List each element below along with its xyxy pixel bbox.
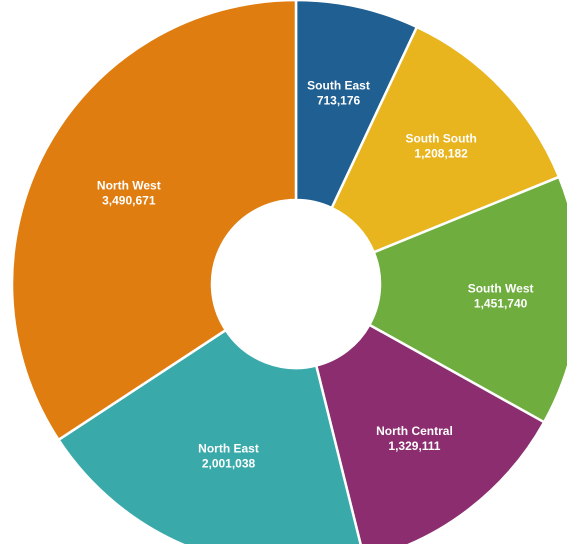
slice-category: South East xyxy=(307,79,370,93)
slice-label-north-east: North East 2,001,038 xyxy=(198,441,259,470)
slice-category: North Central xyxy=(376,424,453,438)
slice-category: North East xyxy=(198,441,259,455)
slice-label-north-central: North Central 1,329,111 xyxy=(376,424,453,453)
slice-label-south-south: South South 1,208,182 xyxy=(405,131,476,160)
slice-category: South West xyxy=(468,281,534,295)
slice-value: 713,176 xyxy=(317,94,361,108)
slice-label-south-east: South East 713,176 xyxy=(307,79,370,108)
slice-value: 1,451,740 xyxy=(474,296,528,310)
slice-value: 2,001,038 xyxy=(202,456,256,470)
donut-hole xyxy=(212,200,380,368)
slices-layer xyxy=(10,0,567,544)
slice-value: 1,208,182 xyxy=(414,146,468,160)
slice-value: 1,329,111 xyxy=(388,439,440,453)
slice-label-south-west: South West 1,451,740 xyxy=(468,281,534,310)
slice-category: South South xyxy=(405,131,476,145)
slice-category: North West xyxy=(97,179,161,193)
slice-label-north-west: North West 3,490,671 xyxy=(97,179,161,208)
slice-value: 3,490,671 xyxy=(102,194,156,208)
